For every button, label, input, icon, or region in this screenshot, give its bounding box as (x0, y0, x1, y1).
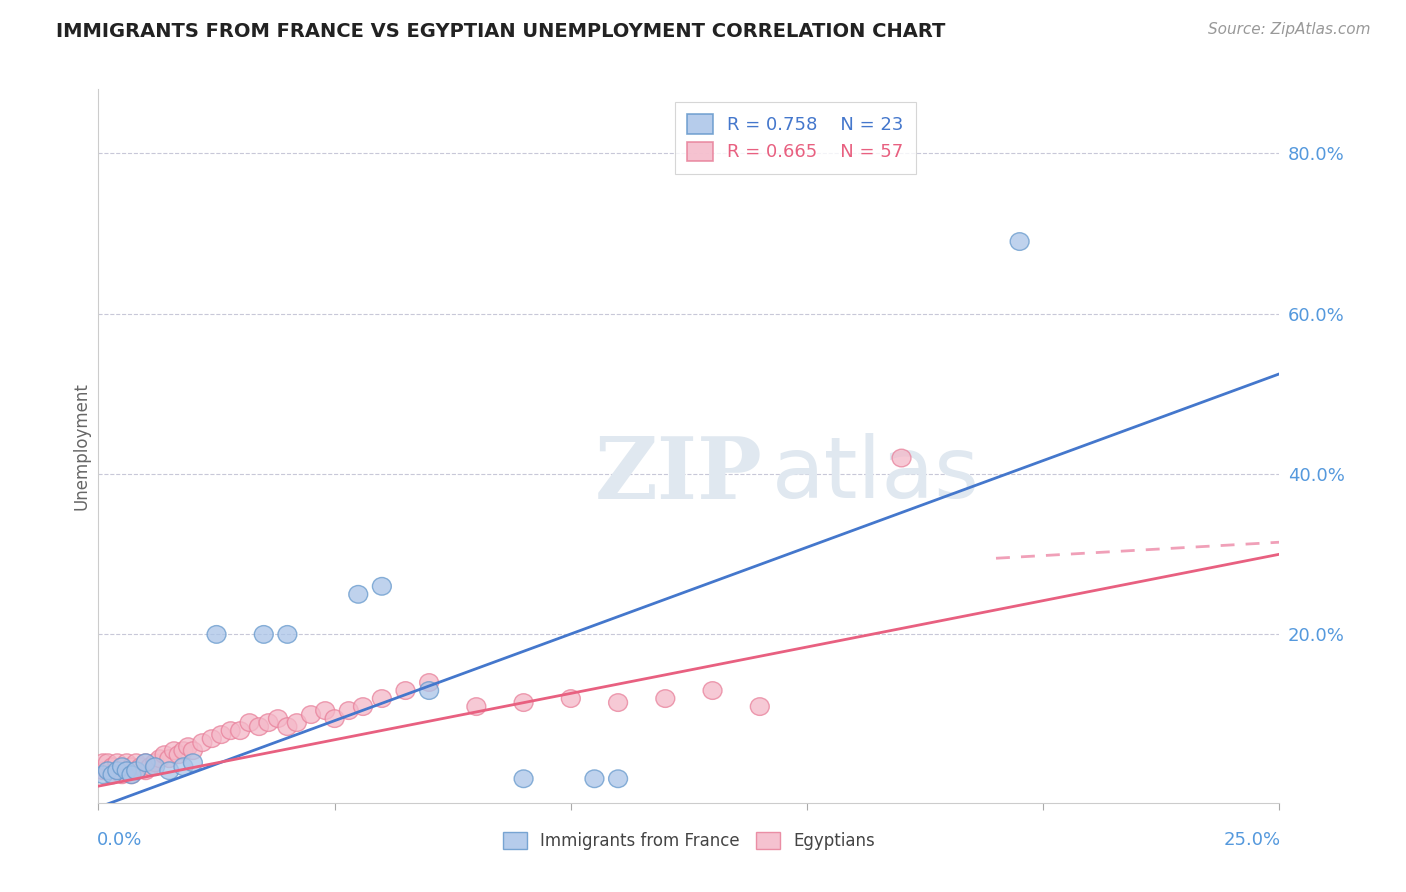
Ellipse shape (609, 770, 627, 788)
Ellipse shape (515, 694, 533, 712)
Ellipse shape (585, 770, 605, 788)
Ellipse shape (127, 762, 146, 780)
Ellipse shape (221, 722, 240, 739)
Ellipse shape (287, 714, 307, 731)
Ellipse shape (98, 754, 117, 772)
Ellipse shape (212, 726, 231, 743)
Ellipse shape (250, 718, 269, 735)
Y-axis label: Unemployment: Unemployment (72, 382, 90, 510)
Ellipse shape (259, 714, 278, 731)
Ellipse shape (141, 758, 160, 775)
Ellipse shape (419, 673, 439, 691)
Ellipse shape (108, 754, 127, 772)
Ellipse shape (174, 742, 193, 759)
Ellipse shape (515, 770, 533, 788)
Ellipse shape (278, 718, 297, 735)
Ellipse shape (325, 710, 344, 728)
Ellipse shape (316, 702, 335, 720)
Ellipse shape (373, 690, 391, 707)
Ellipse shape (165, 742, 183, 759)
Ellipse shape (94, 766, 112, 783)
Ellipse shape (127, 754, 146, 772)
Ellipse shape (396, 681, 415, 699)
Ellipse shape (561, 690, 581, 707)
Text: atlas: atlas (772, 433, 980, 516)
Ellipse shape (103, 758, 122, 775)
Ellipse shape (112, 766, 132, 783)
Ellipse shape (122, 766, 141, 783)
Ellipse shape (655, 690, 675, 707)
Ellipse shape (353, 698, 373, 715)
Legend: Immigrants from France, Egyptians: Immigrants from France, Egyptians (495, 824, 883, 859)
Ellipse shape (160, 750, 179, 767)
Ellipse shape (146, 758, 165, 775)
Ellipse shape (609, 694, 627, 712)
Ellipse shape (112, 758, 132, 775)
Ellipse shape (183, 742, 202, 759)
Ellipse shape (467, 698, 486, 715)
Ellipse shape (160, 762, 179, 780)
Ellipse shape (301, 706, 321, 723)
Ellipse shape (117, 762, 136, 780)
Ellipse shape (122, 758, 141, 775)
Ellipse shape (183, 754, 202, 772)
Ellipse shape (146, 754, 165, 772)
Ellipse shape (193, 734, 212, 751)
Ellipse shape (136, 754, 155, 772)
Text: 0.0%: 0.0% (97, 831, 142, 849)
Ellipse shape (136, 762, 155, 780)
Ellipse shape (891, 450, 911, 467)
Ellipse shape (108, 762, 127, 780)
Ellipse shape (202, 730, 221, 747)
Ellipse shape (117, 754, 136, 772)
Ellipse shape (117, 762, 136, 780)
Ellipse shape (1010, 233, 1029, 251)
Ellipse shape (278, 625, 297, 643)
Ellipse shape (254, 625, 273, 643)
Ellipse shape (174, 758, 193, 775)
Text: 25.0%: 25.0% (1223, 831, 1281, 849)
Ellipse shape (269, 710, 287, 728)
Text: ZIP: ZIP (595, 433, 762, 516)
Ellipse shape (136, 754, 155, 772)
Ellipse shape (419, 681, 439, 699)
Text: Source: ZipAtlas.com: Source: ZipAtlas.com (1208, 22, 1371, 37)
Ellipse shape (103, 766, 122, 783)
Ellipse shape (231, 722, 250, 739)
Ellipse shape (240, 714, 259, 731)
Ellipse shape (169, 746, 188, 764)
Ellipse shape (94, 762, 112, 780)
Ellipse shape (373, 577, 391, 595)
Ellipse shape (703, 681, 723, 699)
Ellipse shape (155, 746, 174, 764)
Text: IMMIGRANTS FROM FRANCE VS EGYPTIAN UNEMPLOYMENT CORRELATION CHART: IMMIGRANTS FROM FRANCE VS EGYPTIAN UNEMP… (56, 22, 946, 41)
Ellipse shape (132, 758, 150, 775)
Ellipse shape (751, 698, 769, 715)
Ellipse shape (98, 762, 117, 780)
Ellipse shape (207, 625, 226, 643)
Ellipse shape (150, 750, 169, 767)
Ellipse shape (98, 762, 117, 780)
Ellipse shape (103, 766, 122, 783)
Ellipse shape (339, 702, 359, 720)
Ellipse shape (94, 754, 112, 772)
Ellipse shape (127, 762, 146, 780)
Ellipse shape (179, 738, 198, 756)
Ellipse shape (122, 766, 141, 783)
Ellipse shape (108, 762, 127, 780)
Ellipse shape (112, 758, 132, 775)
Ellipse shape (349, 585, 368, 603)
